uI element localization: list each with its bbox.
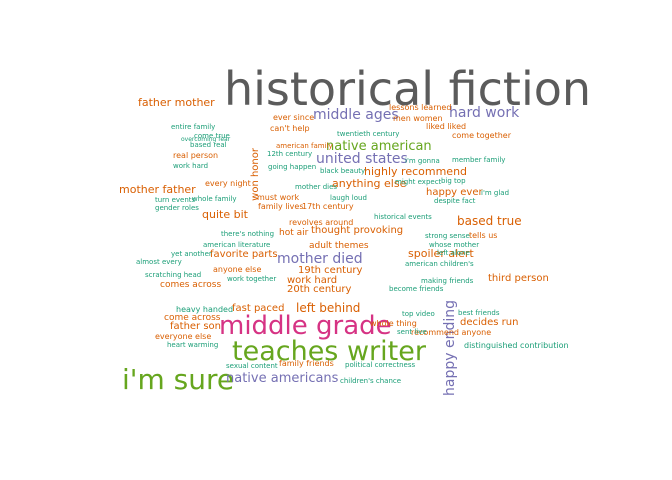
- cloud-word: twentieth century: [337, 130, 400, 138]
- cloud-word: thought provoking: [311, 225, 404, 236]
- cloud-word: based real: [190, 141, 227, 149]
- cloud-word: father mother: [138, 96, 215, 109]
- cloud-word: come together: [452, 131, 511, 140]
- cloud-word: third person: [488, 273, 549, 284]
- cloud-word: i'm sure: [122, 363, 235, 396]
- cloud-word: distinguished contribution: [464, 341, 569, 350]
- cloud-word: i'm gonna: [405, 157, 440, 165]
- cloud-word: favorite parts: [210, 249, 278, 260]
- cloud-word: mother died: [277, 251, 363, 267]
- cloud-word: might expect: [395, 178, 442, 186]
- cloud-word: best friends: [458, 309, 500, 317]
- cloud-word: mother father: [119, 183, 196, 196]
- cloud-word: entire family: [171, 123, 216, 131]
- cloud-word: native american: [326, 139, 432, 154]
- cloud-word: american children's: [405, 260, 474, 268]
- cloud-word: strong sense: [425, 232, 470, 240]
- cloud-word: left alone: [437, 249, 470, 257]
- cloud-word: can't help: [270, 124, 310, 133]
- cloud-word: whose mother: [429, 241, 480, 249]
- cloud-word: father son: [170, 321, 222, 332]
- cloud-word: whole family: [192, 195, 237, 203]
- cloud-word: everyone else: [155, 332, 212, 341]
- cloud-word: despite fact: [434, 197, 476, 205]
- cloud-word: middle grade: [219, 311, 392, 341]
- cloud-word: fast paced: [232, 303, 285, 314]
- cloud-word: happy ending: [442, 300, 458, 396]
- cloud-word: lessons learned: [389, 103, 452, 112]
- cloud-word: come across: [164, 313, 221, 323]
- cloud-word: based true: [457, 214, 522, 228]
- cloud-word: i'm glad: [481, 189, 510, 197]
- cloud-word: native americans: [226, 371, 339, 386]
- cloud-word: laugh loud: [330, 194, 367, 202]
- cloud-word: work together: [227, 275, 277, 283]
- cloud-word: black beauty: [320, 167, 366, 175]
- cloud-word: adult themes: [309, 241, 369, 251]
- cloud-word: anything else: [332, 177, 407, 190]
- cloud-word: work hard: [287, 275, 338, 286]
- cloud-word: become friends: [389, 285, 444, 293]
- cloud-word: political correctness: [345, 361, 416, 369]
- cloud-word: comes across: [160, 280, 222, 290]
- cloud-word: liked liked: [426, 122, 467, 131]
- cloud-word: big top: [441, 177, 466, 185]
- cloud-word: 20th century: [287, 284, 352, 295]
- cloud-word: 17th century: [302, 202, 354, 211]
- cloud-word: happy ever: [426, 187, 483, 198]
- cloud-word: mother dies: [295, 183, 338, 191]
- cloud-word: making friends: [421, 277, 474, 285]
- cloud-word: top video: [402, 310, 435, 318]
- cloud-word: real person: [173, 151, 219, 160]
- cloud-word: whole thing: [370, 319, 417, 328]
- cloud-word: anyone else: [213, 265, 262, 274]
- cloud-word: men women: [393, 114, 443, 123]
- cloud-word: family lives: [258, 202, 304, 211]
- cloud-word: teaches writer: [232, 336, 426, 367]
- cloud-word: sent live: [397, 328, 427, 336]
- cloud-word: must work: [257, 193, 300, 202]
- cloud-word: historical events: [374, 213, 432, 221]
- cloud-word: spoiler alert: [408, 247, 474, 260]
- cloud-word: quite bit: [202, 208, 248, 221]
- cloud-word: sexual content: [226, 362, 278, 370]
- cloud-word: ever since: [273, 113, 315, 122]
- cloud-word: every night: [205, 179, 251, 188]
- cloud-word: revolves around: [289, 218, 354, 227]
- cloud-word: 12th century: [267, 150, 313, 158]
- cloud-word: gender roles: [155, 204, 199, 212]
- cloud-word: heavy handed: [176, 305, 234, 314]
- cloud-word: heart warming: [167, 341, 219, 349]
- cloud-word: american family: [276, 142, 333, 150]
- cloud-word: going happen: [268, 163, 317, 171]
- cloud-word: american literature: [203, 241, 271, 249]
- cloud-word: 19th century: [298, 265, 363, 276]
- cloud-word: overcoming fear: [181, 136, 231, 143]
- cloud-word: left behind: [296, 301, 361, 315]
- cloud-word: highly recommend: [364, 165, 468, 178]
- cloud-word: family friends: [279, 359, 334, 368]
- cloud-word: yet another: [171, 250, 212, 258]
- cloud-word: historical fiction: [224, 62, 592, 116]
- cloud-word: hard work: [449, 105, 520, 121]
- cloud-word: work hard: [173, 162, 209, 170]
- cloud-word: decides run: [460, 317, 519, 328]
- cloud-word: tells us: [469, 231, 498, 240]
- cloud-word: there's nothing: [221, 230, 275, 238]
- cloud-word: turn events: [155, 196, 196, 204]
- cloud-word: come true: [194, 132, 230, 140]
- cloud-word: children's chance: [340, 377, 402, 385]
- cloud-word: united states: [316, 151, 408, 167]
- cloud-word: recommend anyone: [411, 328, 492, 337]
- cloud-word: scratching head: [145, 271, 202, 279]
- cloud-word: hot air: [279, 228, 309, 238]
- cloud-word: middle ages: [313, 107, 399, 123]
- cloud-word: almost every: [136, 258, 182, 266]
- cloud-word: member family: [452, 156, 506, 164]
